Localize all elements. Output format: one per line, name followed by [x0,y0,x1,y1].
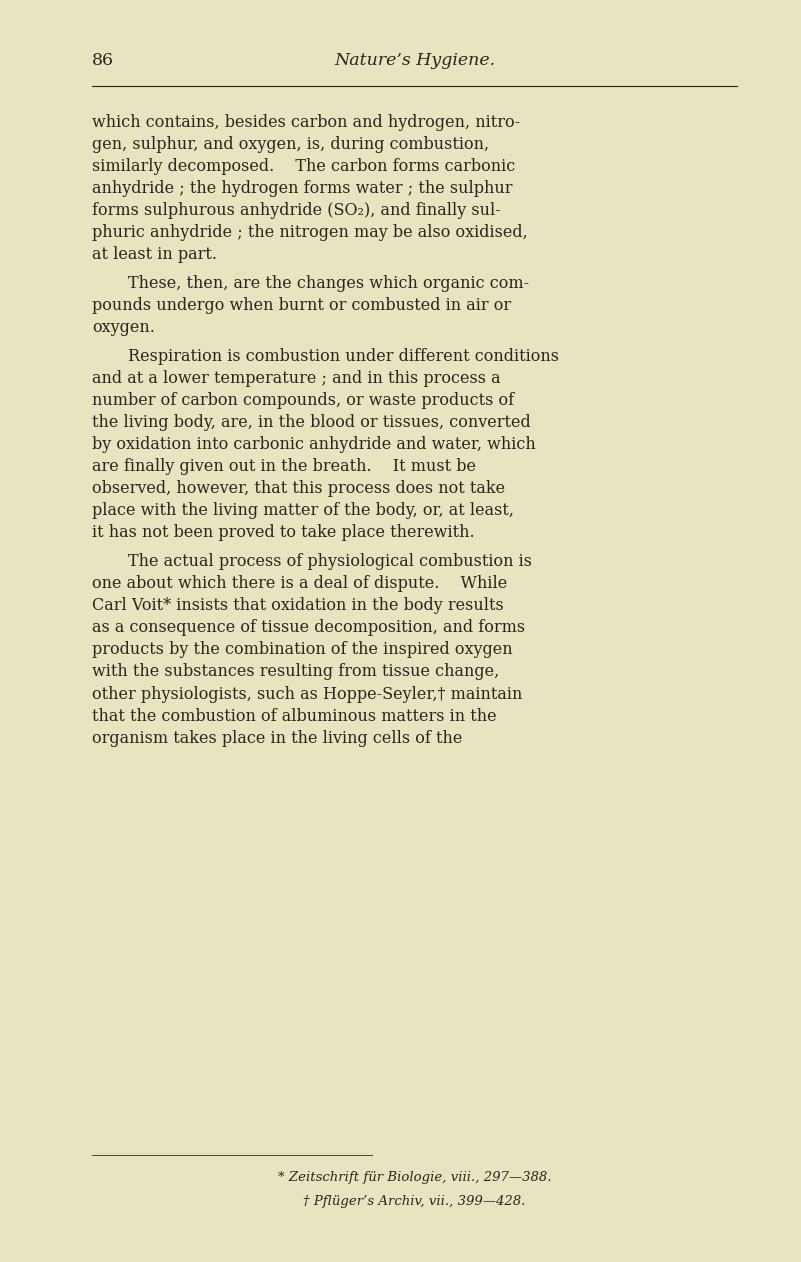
Text: with the substances resulting from tissue change,: with the substances resulting from tissu… [92,664,499,680]
Text: These, then, are the changes which organic com-: These, then, are the changes which organ… [128,275,529,292]
Text: number of carbon compounds, or waste products of: number of carbon compounds, or waste pro… [92,391,514,409]
Text: are finally given out in the breath.  It must be: are finally given out in the breath. It … [92,458,476,475]
Text: and at a lower temperature ; and in this process a: and at a lower temperature ; and in this… [92,370,501,386]
Text: pounds undergo when burnt or combusted in air or: pounds undergo when burnt or combusted i… [92,297,511,314]
Text: similarly decomposed.  The carbon forms carbonic: similarly decomposed. The carbon forms c… [92,158,515,174]
Text: The actual process of physiological combustion is: The actual process of physiological comb… [128,553,532,570]
Text: the living body, are, in the blood or tissues, converted: the living body, are, in the blood or ti… [92,414,531,430]
Text: Nature’s Hygiene.: Nature’s Hygiene. [334,53,495,69]
Text: anhydride ; the hydrogen forms water ; the sulphur: anhydride ; the hydrogen forms water ; t… [92,179,513,197]
Text: other physiologists, such as Hoppe-Seyler,† maintain: other physiologists, such as Hoppe-Seyle… [92,685,522,703]
Text: gen, sulphur, and oxygen, is, during combustion,: gen, sulphur, and oxygen, is, during com… [92,135,489,153]
Text: * Zeitschrift für Biologie, viii., 297—388.: * Zeitschrift für Biologie, viii., 297—3… [278,1171,551,1184]
Text: one about which there is a deal of dispute.  While: one about which there is a deal of dispu… [92,575,507,592]
Text: Carl Voit* insists that oxidation in the body results: Carl Voit* insists that oxidation in the… [92,597,504,615]
Text: place with the living matter of the body, or, at least,: place with the living matter of the body… [92,502,514,519]
Text: † Pflüger’s Archiv, vii., 399—428.: † Pflüger’s Archiv, vii., 399—428. [304,1195,525,1209]
Text: organism takes place in the living cells of the: organism takes place in the living cells… [92,729,462,747]
Text: oxygen.: oxygen. [92,319,155,336]
Text: forms sulphurous anhydride (SO₂), and finally sul-: forms sulphurous anhydride (SO₂), and fi… [92,202,501,218]
Text: it has not been proved to take place therewith.: it has not been proved to take place the… [92,524,475,541]
Text: by oxidation into carbonic anhydride and water, which: by oxidation into carbonic anhydride and… [92,435,536,453]
Text: phuric anhydride ; the nitrogen may be also oxidised,: phuric anhydride ; the nitrogen may be a… [92,223,528,241]
Text: Respiration is combustion under different conditions: Respiration is combustion under differen… [128,347,559,365]
Text: products by the combination of the inspired oxygen: products by the combination of the inspi… [92,641,513,659]
Text: that the combustion of albuminous matters in the: that the combustion of albuminous matter… [92,708,497,724]
Text: which contains, besides carbon and hydrogen, nitro-: which contains, besides carbon and hydro… [92,114,520,130]
Text: 86: 86 [92,53,114,69]
Text: as a consequence of tissue decomposition, and forms: as a consequence of tissue decomposition… [92,620,525,636]
Text: observed, however, that this process does not take: observed, however, that this process doe… [92,480,505,497]
Text: at least in part.: at least in part. [92,246,217,262]
